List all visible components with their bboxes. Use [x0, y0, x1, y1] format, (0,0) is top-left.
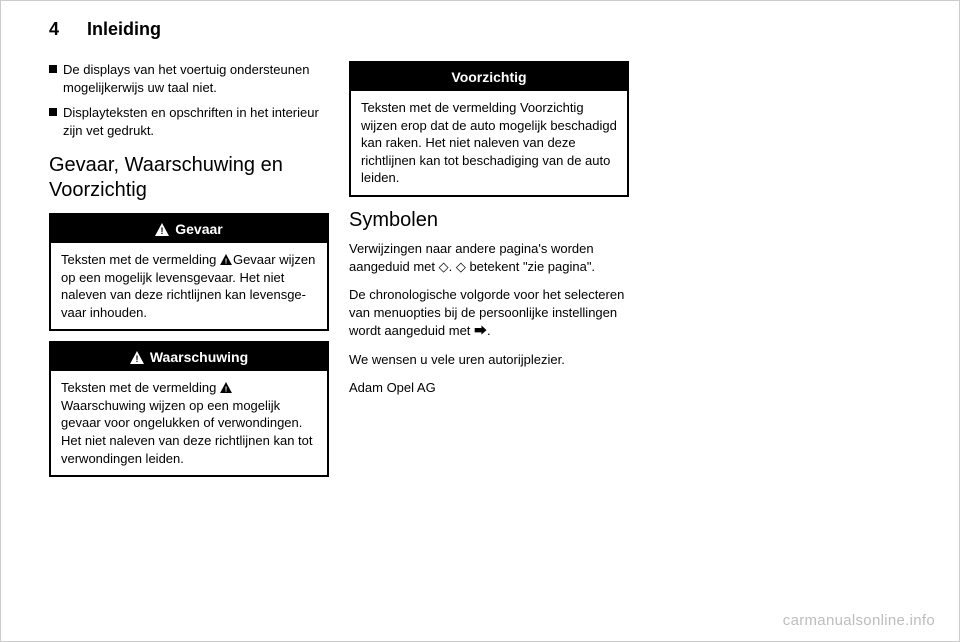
callout-voorzichtig: Voorzichtig Teksten met de vermelding Vo… — [349, 61, 629, 197]
page-number: 4 — [49, 19, 59, 40]
warning-triangle-icon: ! — [220, 254, 232, 265]
svg-text:!: ! — [225, 385, 228, 394]
callout-body: Teksten met de vermelding Voorzichtig wi… — [351, 91, 627, 195]
paragraph: De chronologische volgorde voor het sele… — [349, 286, 629, 341]
callout-title-text: Gevaar — [175, 221, 222, 237]
square-bullet-icon — [49, 108, 57, 116]
callout-title: Voorzichtig — [351, 63, 627, 91]
bullet-item: De displays van het voertuig onder­steun… — [49, 61, 329, 96]
page-header: 4 Inleiding — [49, 19, 911, 40]
watermark: carmanualsonline.info — [783, 612, 935, 629]
paragraph: Verwijzingen naar andere pagina's worden… — [349, 240, 629, 276]
svg-text:!: ! — [225, 256, 228, 265]
svg-text:!: ! — [161, 226, 164, 236]
callout-title-text: Voorzichtig — [451, 69, 526, 85]
section-title: Inleiding — [87, 19, 161, 40]
bullet-item: Displayteksten en opschriften in het int… — [49, 104, 329, 139]
callout-gevaar: ! Gevaar Teksten met de vermelding !Geva… — [49, 213, 329, 331]
bullet-text: Displayteksten en opschriften in het int… — [63, 104, 329, 139]
paragraph: We wensen u vele uren autorijplezier. — [349, 351, 629, 369]
column-1: De displays van het voertuig onder­steun… — [49, 61, 329, 487]
callout-title: ! Waarschuwing — [51, 343, 327, 371]
warning-triangle-icon: ! — [155, 223, 169, 236]
subheading-danger-warning-caution: Gevaar, Waarschuwing en Voorzichtig — [49, 153, 329, 203]
callout-waarschuwing: ! Waarschuwing Teksten met de vermelding… — [49, 341, 329, 477]
callout-title: ! Gevaar — [51, 215, 327, 243]
svg-text:!: ! — [135, 354, 138, 364]
callout-body: Teksten met de vermelding !Waarschuwing … — [51, 371, 327, 475]
subheading-symbolen: Symbolen — [349, 209, 629, 232]
paragraph: Adam Opel AG — [349, 379, 629, 397]
callout-title-text: Waarschuwing — [150, 349, 248, 365]
manual-page: 4 Inleiding De displays van het voertuig… — [0, 0, 960, 642]
column-3 — [649, 61, 929, 487]
warning-triangle-icon: ! — [130, 351, 144, 364]
bullet-text: De displays van het voertuig onder­steun… — [63, 61, 329, 96]
square-bullet-icon — [49, 65, 57, 73]
callout-body: Teksten met de vermelding !Gevaar wijzen… — [51, 243, 327, 329]
warning-triangle-icon: ! — [220, 382, 232, 393]
content-columns: De displays van het voertuig onder­steun… — [49, 61, 929, 487]
column-2: Voorzichtig Teksten met de vermelding Vo… — [349, 61, 629, 487]
